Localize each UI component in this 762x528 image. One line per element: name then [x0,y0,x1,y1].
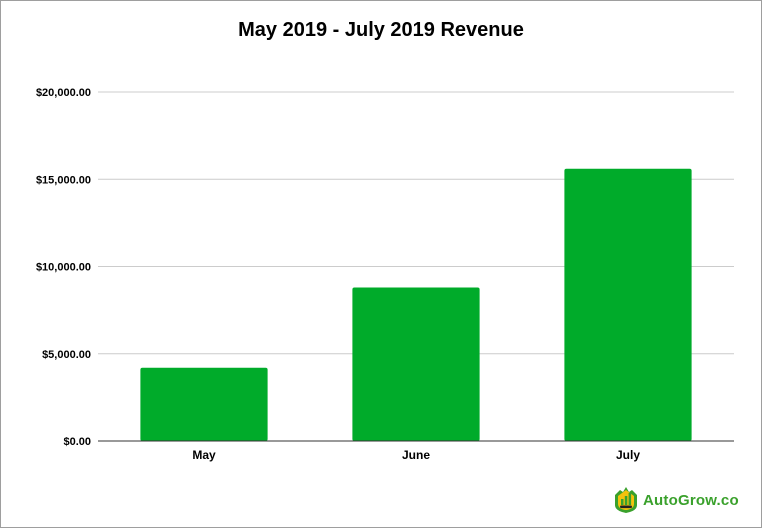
y-tick-label: $0.00 [63,436,91,448]
bar-may [140,367,268,441]
autogrow-logo-icon [615,487,637,513]
autogrow-watermark: AutoGrow.co [613,485,739,515]
chart-title: May 2019 - July 2019 Revenue [238,19,524,41]
y-tick-label: $5,000.00 [42,349,91,361]
bar-july [564,168,692,441]
x-axis-category-labels: May June July [192,448,640,462]
x-tick-label-may: May [192,448,216,462]
bar-june [352,287,480,441]
x-tick-label-june: June [402,448,430,462]
y-axis-tick-labels: $0.00 $5,000.00 $10,000.00 $15,000.00 $20,00… [36,87,91,448]
watermark-text: AutoGrow.co [643,491,739,509]
y-tick-label: $10,000.00 [36,262,91,274]
x-tick-label-july: July [616,448,640,462]
y-tick-label: $15,000.00 [36,174,91,186]
y-tick-label: $20,000.00 [36,87,91,99]
bars [140,168,692,441]
